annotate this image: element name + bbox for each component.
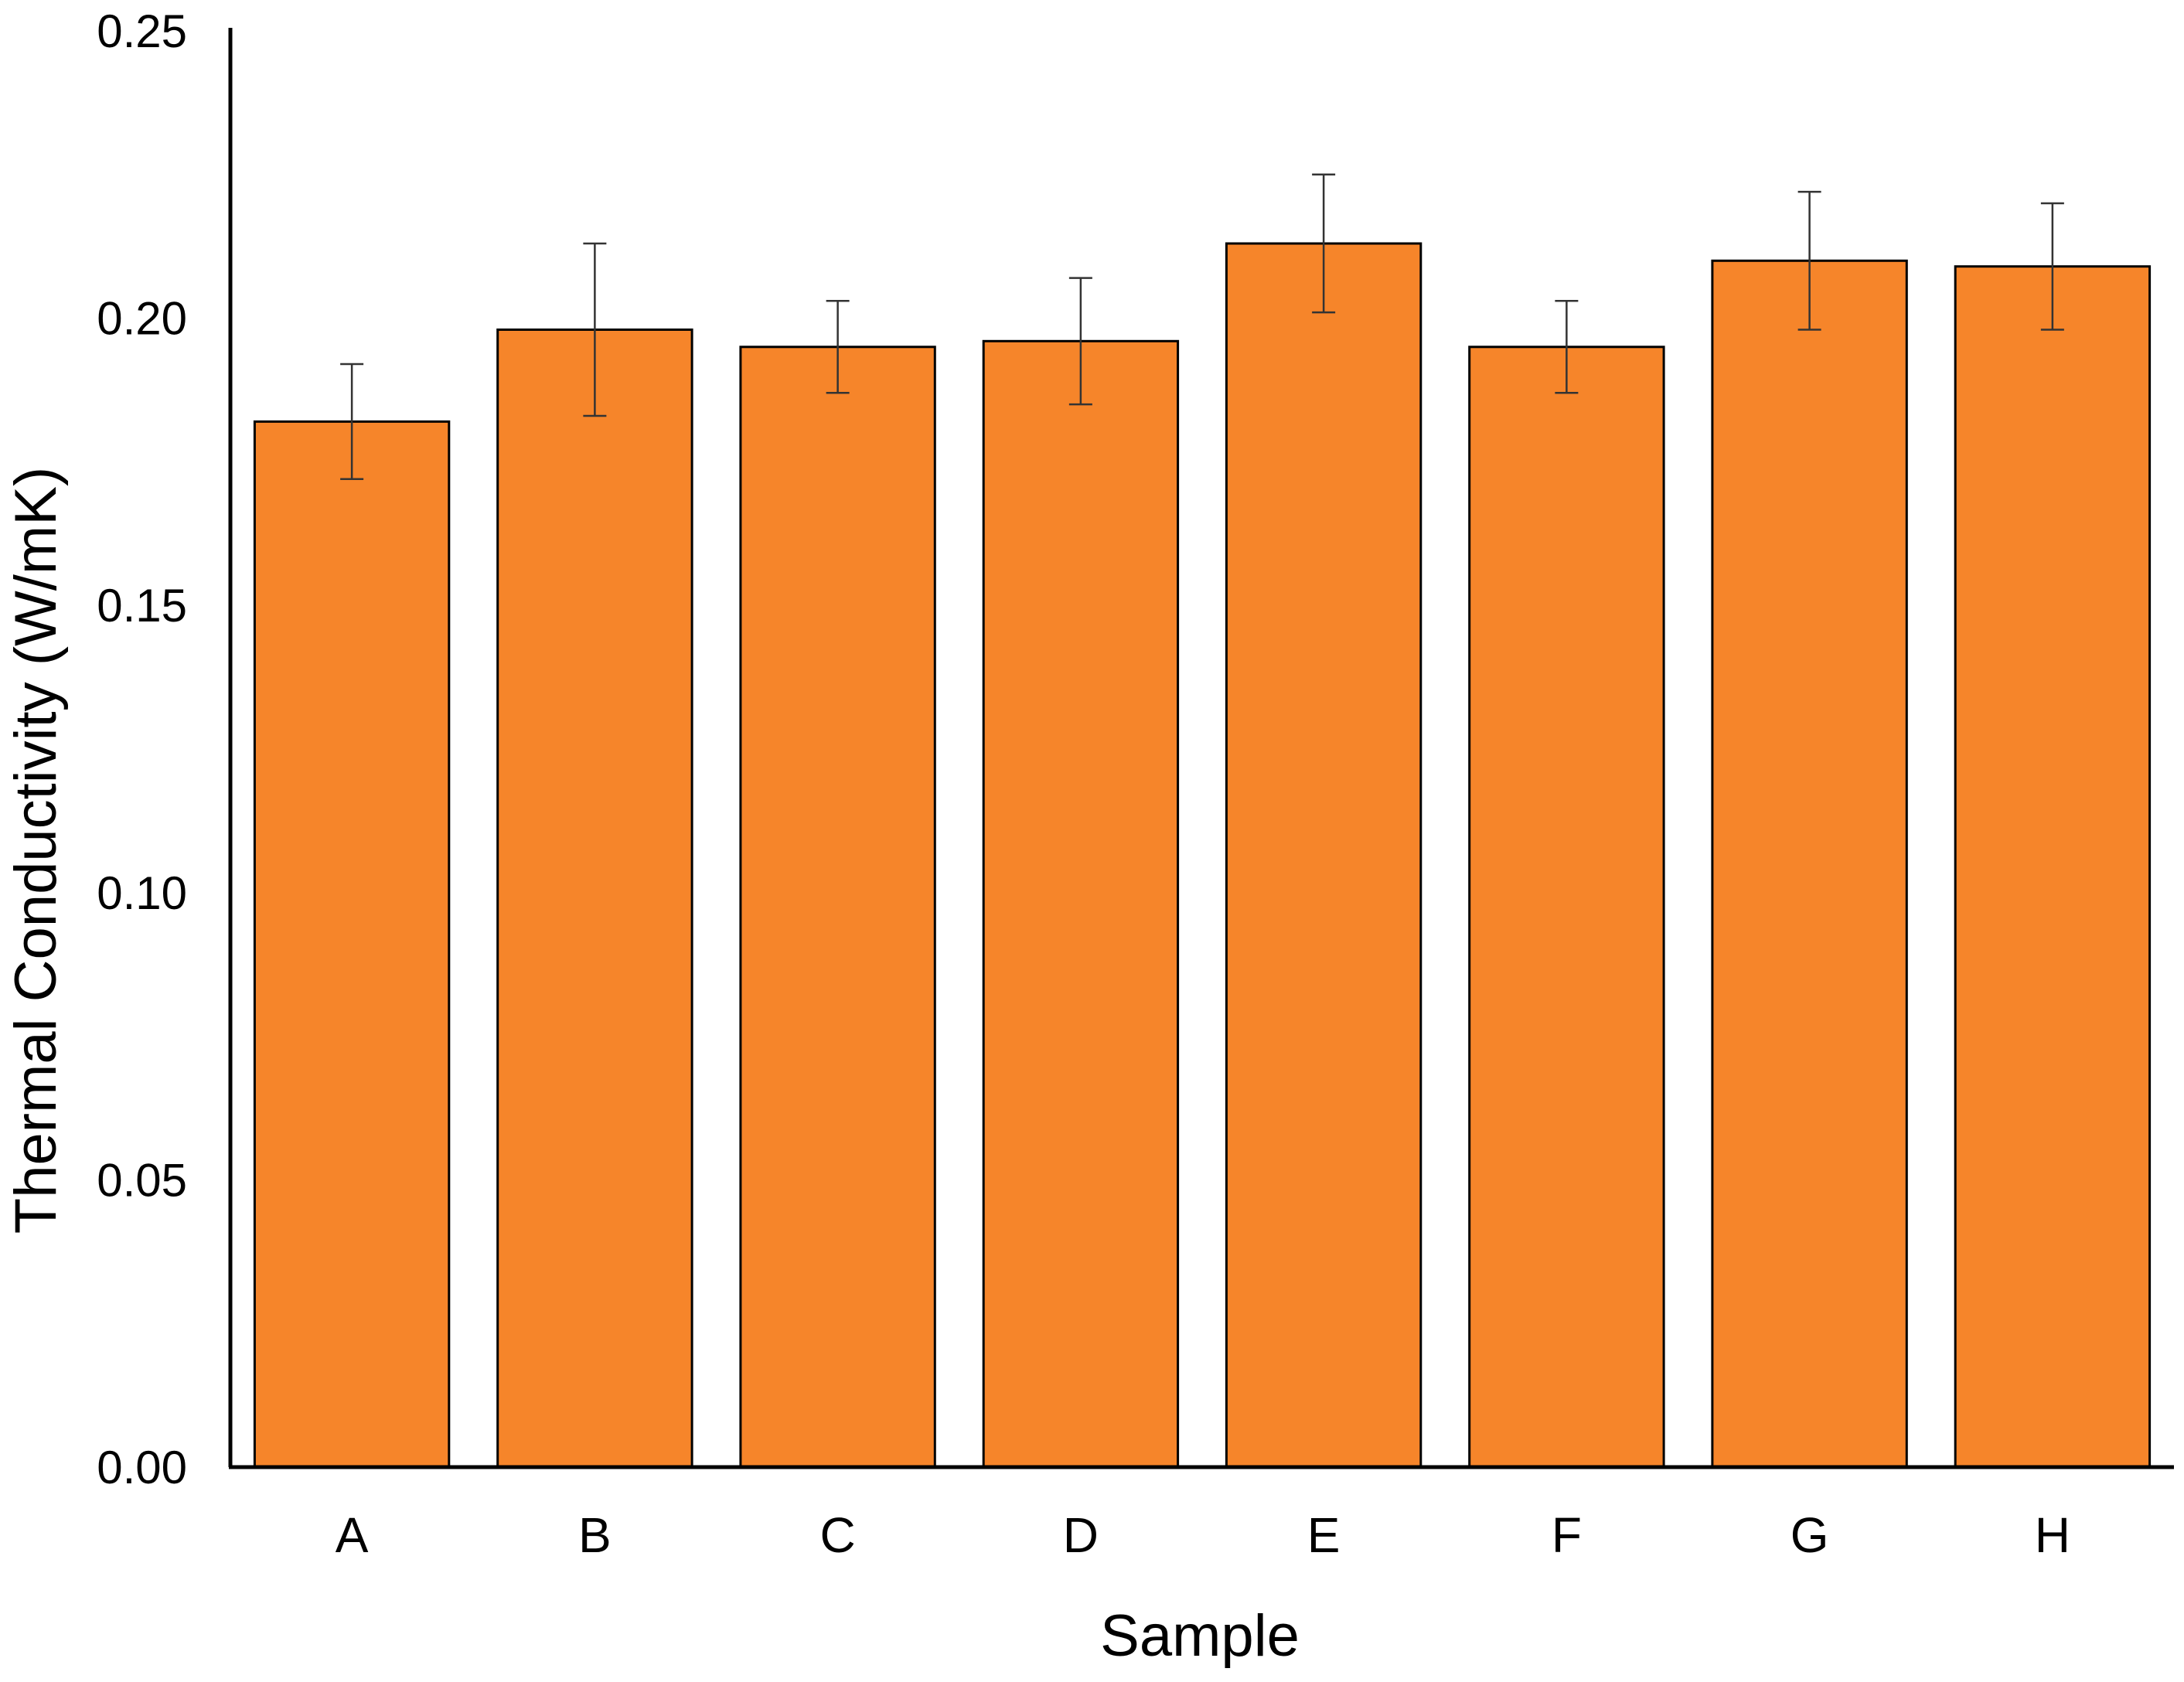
y-tick-label: 0.25: [97, 5, 187, 57]
bar-f: [1468, 346, 1665, 1469]
x-tick-label-b: B: [578, 1507, 612, 1563]
y-tick-label: 0.10: [97, 867, 187, 919]
error-bar-e: [1312, 173, 1336, 314]
error-bar-c: [826, 300, 850, 394]
y-tick-label: 0.15: [97, 580, 187, 632]
x-tick-label-e: E: [1307, 1507, 1341, 1563]
y-axis-title: Thermal Conductivity (W/mK): [3, 467, 69, 1234]
x-tick-label-a: A: [336, 1507, 369, 1563]
y-tick-label: 0.05: [97, 1154, 187, 1206]
bar-d: [982, 339, 1180, 1469]
axes-layer: [228, 28, 2174, 1469]
bar-h: [1954, 265, 2152, 1469]
error-bar-h: [2040, 202, 2064, 331]
error-bar-a: [340, 363, 364, 480]
error-bar-f: [1555, 300, 1579, 394]
y-tick-label: 0.20: [97, 293, 187, 345]
bar-e: [1225, 242, 1422, 1469]
error-bar-d: [1068, 277, 1092, 406]
x-tick-label-h: H: [2035, 1507, 2070, 1563]
error-bar-g: [1797, 190, 1821, 331]
x-axis-title: Sample: [1100, 1603, 1300, 1669]
bar-a: [253, 420, 451, 1469]
bar-g: [1711, 259, 1908, 1469]
bar-c: [739, 346, 936, 1469]
x-tick-label-c: C: [820, 1507, 856, 1563]
x-tick-label-g: G: [1790, 1507, 1829, 1563]
bars-layer: [253, 242, 2152, 1469]
labels-layer: A B C D E F G H 0.00 0.05 0.10 0.15 0.20 0.25: [97, 5, 2070, 1563]
y-tick-label: 0.00: [97, 1442, 187, 1493]
x-tick-label-d: D: [1063, 1507, 1099, 1563]
error-bars-layer: [340, 173, 2064, 480]
bar-b: [496, 329, 693, 1469]
error-bar-b: [583, 242, 607, 417]
x-tick-label-f: F: [1552, 1507, 1582, 1563]
